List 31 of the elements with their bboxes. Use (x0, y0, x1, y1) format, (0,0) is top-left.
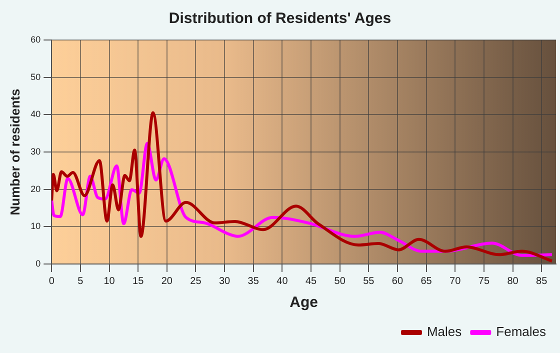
chart-title: Distribution of Residents' Ages (168, 10, 392, 28)
x-tick-label: 40 (276, 276, 288, 287)
y-tick-label: 0 (36, 258, 41, 268)
x-tick-label: 70 (450, 276, 462, 287)
y-tick-label: 10 (30, 221, 41, 232)
y-tick-label: 40 (30, 109, 41, 120)
y-tick-label: 60 (30, 34, 41, 44)
y-axis-title: Number of residents (7, 88, 22, 216)
y-tick-label: 30 (30, 146, 41, 156)
x-tick-label: 25 (190, 276, 202, 287)
y-tick-label: 20 (30, 184, 41, 194)
x-tick-label: 0 (48, 276, 55, 287)
legend-label: Males (426, 324, 462, 340)
x-tick-label: 10 (104, 276, 116, 287)
x-tick-label: 75 (478, 276, 490, 287)
x-tick-label: 45 (305, 276, 318, 287)
x-tick-label: 65 (420, 276, 432, 287)
x-tick-label: 80 (507, 276, 519, 287)
x-tick-label: 30 (218, 276, 231, 287)
x-tick-label: 5 (78, 276, 84, 287)
x-tick-label: 55 (363, 276, 375, 287)
y-tick-label: 50 (30, 72, 41, 82)
x-tick-label: 50 (334, 276, 346, 287)
x-tick-label: 20 (161, 276, 173, 287)
x-tick-label: 15 (132, 276, 144, 287)
x-tick-label: 35 (248, 276, 260, 287)
x-tick-label: 85 (536, 276, 548, 287)
legend-label: Females (496, 324, 546, 340)
x-axis-title: Age (290, 294, 318, 312)
line-series (52, 111, 554, 263)
x-tick-label: 60 (392, 276, 404, 287)
